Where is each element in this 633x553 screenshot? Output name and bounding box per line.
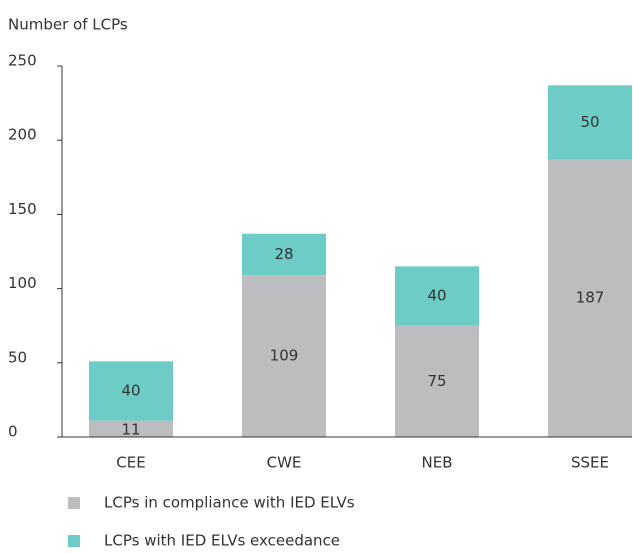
value-label: 28	[274, 245, 293, 263]
value-label: 109	[270, 347, 299, 365]
value-label: 40	[121, 381, 140, 399]
bar-segment	[395, 325, 479, 437]
bar-segment	[89, 420, 173, 437]
legend-label: LCPs with IED ELVs exceedance	[104, 532, 340, 550]
x-tick-label: CWE	[267, 454, 302, 472]
legend-label: LCPs in compliance with IED ELVs	[104, 494, 355, 512]
y-tick-label: 50	[8, 348, 27, 366]
bar-segment	[89, 361, 173, 421]
bar-segment	[242, 233, 326, 276]
y-tick-label: 200	[8, 126, 37, 144]
y-tick-label: 250	[8, 52, 37, 70]
x-tick-label: CEE	[116, 454, 145, 472]
bar-segment	[242, 275, 326, 437]
value-label: 187	[576, 289, 605, 307]
bar-segment	[548, 159, 632, 437]
y-tick-label: 100	[8, 274, 37, 292]
x-tick-label: SSEE	[571, 454, 609, 472]
value-label: 50	[580, 113, 599, 131]
value-label: 11	[121, 421, 140, 439]
y-axis-label: Number of LCPs	[8, 16, 128, 34]
x-tick-label: NEB	[422, 454, 453, 472]
legend-swatch	[68, 497, 80, 509]
legend-swatch	[68, 535, 80, 547]
value-label: 75	[427, 372, 446, 390]
value-label: 40	[427, 287, 446, 305]
y-tick-label: 150	[8, 200, 37, 218]
bar-segment	[395, 266, 479, 326]
y-tick-label: 0	[8, 423, 18, 441]
bar-segment	[548, 85, 632, 160]
